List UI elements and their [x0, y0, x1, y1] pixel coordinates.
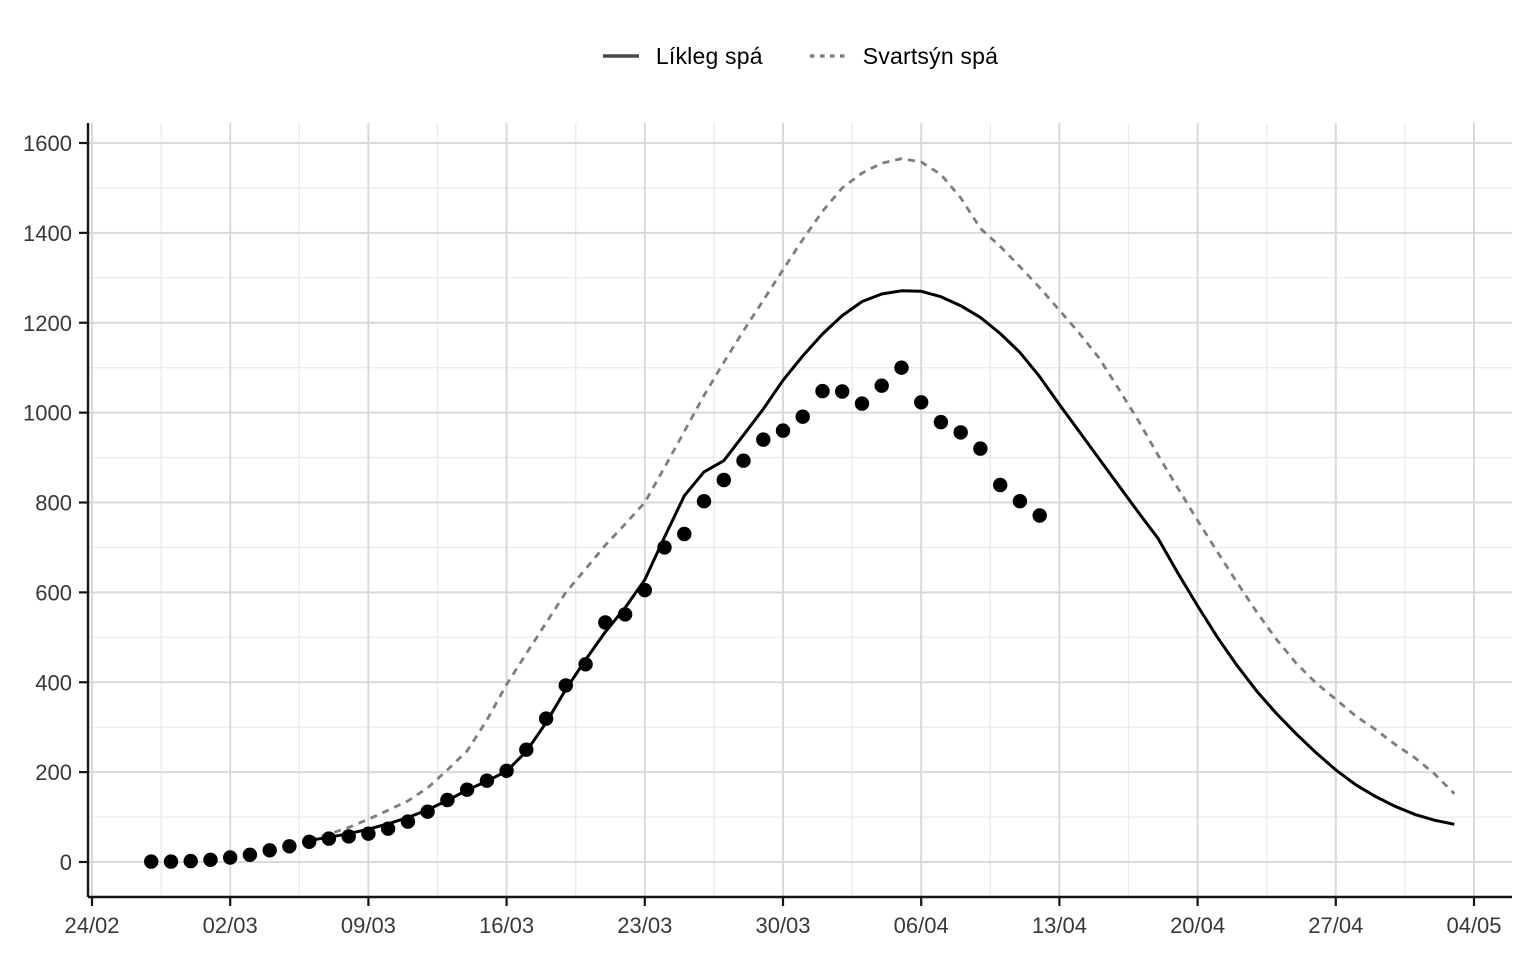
observed-point — [538, 711, 554, 726]
observed-point — [973, 441, 988, 456]
observed-point — [815, 383, 830, 399]
observed-point — [775, 423, 791, 438]
x-tick-label: 02/03 — [203, 913, 258, 938]
observed-point — [657, 540, 672, 555]
y-tick-label: 1600 — [23, 131, 72, 156]
x-tick-label: 16/03 — [479, 913, 534, 938]
observed-point — [361, 826, 376, 841]
observed-point — [1032, 508, 1047, 523]
observed-point — [716, 472, 731, 488]
x-tick-label: 20/04 — [1170, 913, 1225, 938]
observed-point — [677, 526, 692, 542]
observed-point — [440, 792, 455, 808]
x-tick-label: 06/04 — [894, 913, 949, 938]
observed-point — [756, 432, 771, 447]
observed-point — [993, 477, 1008, 493]
y-tick-label: 200 — [35, 760, 72, 785]
observed-point — [874, 378, 889, 393]
observed-point — [1012, 494, 1028, 509]
y-tick-label: 1400 — [23, 221, 72, 246]
observed-point — [420, 804, 435, 819]
observed-point — [558, 678, 573, 693]
y-tick-label: 1000 — [23, 401, 72, 426]
x-tick-label: 04/05 — [1446, 913, 1501, 938]
x-tick-label: 27/04 — [1308, 913, 1363, 938]
observed-point — [459, 782, 475, 797]
y-tick-label: 800 — [35, 491, 72, 516]
observed-point — [795, 409, 810, 424]
x-tick-label: 13/04 — [1032, 913, 1087, 938]
observed-point — [144, 854, 159, 869]
observed-point — [854, 396, 870, 411]
observed-point — [479, 773, 495, 788]
observed-point — [578, 657, 593, 672]
observed-point — [519, 742, 534, 757]
observed-point — [400, 814, 416, 829]
observed-point — [203, 852, 218, 867]
x-tick-label: 24/02 — [64, 913, 119, 938]
observed-point — [894, 360, 909, 375]
svartsyn-spa-line — [308, 157, 1456, 841]
y-tick-label: 600 — [35, 580, 72, 605]
observed-point — [223, 850, 238, 865]
likleg-spa-line — [308, 289, 1455, 842]
observed-point — [617, 607, 633, 622]
x-tick-label: 23/03 — [617, 913, 672, 938]
y-tick-label: 0 — [60, 850, 72, 875]
observed-point — [953, 425, 968, 440]
observed-point — [163, 854, 179, 869]
x-tick-label: 09/03 — [341, 913, 396, 938]
observed-point — [914, 395, 929, 410]
observed-point — [736, 453, 751, 468]
observed-point — [282, 839, 297, 854]
observed-point — [302, 834, 317, 849]
x-tick-label: 30/03 — [755, 913, 810, 938]
observed-point — [183, 853, 198, 869]
observed-point — [835, 384, 850, 399]
observed-point — [933, 414, 949, 430]
observed-point — [262, 843, 277, 858]
observed-point — [380, 821, 396, 836]
observed-point — [242, 847, 258, 862]
observed-point — [341, 829, 356, 844]
observed-point — [696, 494, 712, 509]
observed-point — [637, 582, 652, 598]
observed-point — [598, 615, 613, 630]
observed-point — [499, 763, 514, 778]
y-tick-label: 1200 — [23, 311, 72, 336]
observed-point — [321, 831, 337, 846]
y-tick-label: 400 — [35, 670, 72, 695]
